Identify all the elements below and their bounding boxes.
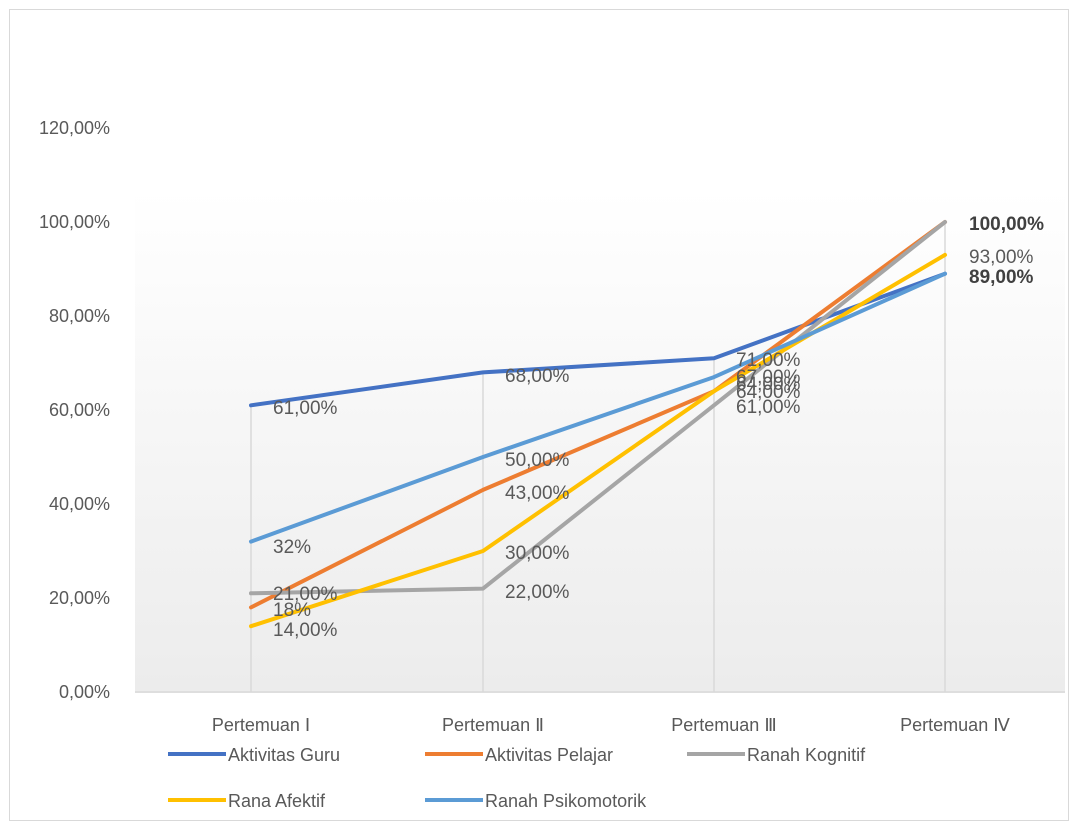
- series-line-3: [249, 252, 947, 629]
- y-axis-tick-labels: 0,00% 20,00% 40,00% 60,00% 80,00% 100,00% 120,…: [39, 118, 110, 702]
- data-label: 61,00%: [273, 398, 338, 419]
- series-line-2: [249, 220, 947, 596]
- x-tick-label: Pertemuan Ⅳ: [900, 715, 1010, 735]
- data-label: 22,00%: [505, 582, 570, 603]
- data-label: 43,00%: [505, 483, 570, 504]
- series-lines: [249, 220, 947, 629]
- data-label: 61,00%: [736, 397, 801, 418]
- legend: Aktivitas Guru Aktivitas Pelajar Ranah Kog…: [168, 745, 866, 811]
- data-label: 93,00%: [969, 247, 1034, 268]
- y-tick-label: 60,00%: [49, 400, 110, 420]
- data-label: 30,00%: [505, 543, 570, 564]
- y-tick-label: 80,00%: [49, 306, 110, 326]
- data-label: 18%: [273, 600, 311, 621]
- x-tick-label: Pertemuan Ⅲ: [671, 715, 776, 735]
- legend-label: Ranah Psikomotorik: [485, 791, 647, 811]
- legend-label: Aktivitas Guru: [228, 745, 340, 765]
- data-label: 32%: [273, 537, 311, 558]
- data-label: 67,00%: [736, 367, 801, 388]
- y-tick-label: 20,00%: [49, 588, 110, 608]
- x-tick-label: Pertemuan Ⅱ: [442, 715, 544, 735]
- legend-label: Rana Afektif: [228, 791, 326, 811]
- x-tick-label: Pertemuan Ⅰ: [212, 715, 310, 735]
- data-label: 50,00%: [505, 450, 570, 471]
- y-tick-label: 120,00%: [39, 118, 110, 138]
- data-label: 14,00%: [273, 620, 338, 641]
- drop-lines: [250, 222, 946, 692]
- data-label: 64,00%: [736, 382, 801, 403]
- y-tick-label: 100,00%: [39, 212, 110, 232]
- x-axis-tick-labels: Pertemuan Ⅰ Pertemuan Ⅱ Pertemuan Ⅲ Pertemu…: [212, 715, 1010, 735]
- data-label: 100,00%: [969, 214, 1044, 235]
- series-line-4: [249, 271, 947, 544]
- data-labels: 61,00% 68,00% 71,00% 89,00% 18% 43,00% 64,00% 1…: [273, 214, 1044, 641]
- legend-label: Aktivitas Pelajar: [485, 745, 613, 765]
- series-line-1: [249, 220, 947, 610]
- legend-label: Ranah Kognitif: [747, 745, 866, 765]
- y-tick-label: 40,00%: [49, 494, 110, 514]
- data-label: 68,00%: [505, 366, 570, 387]
- data-label: 64,00%: [736, 374, 801, 395]
- data-label: 21,00%: [273, 584, 338, 605]
- data-label: 71,00%: [736, 350, 801, 371]
- data-label: 89,00%: [969, 267, 1034, 288]
- y-tick-label: 0,00%: [59, 682, 110, 702]
